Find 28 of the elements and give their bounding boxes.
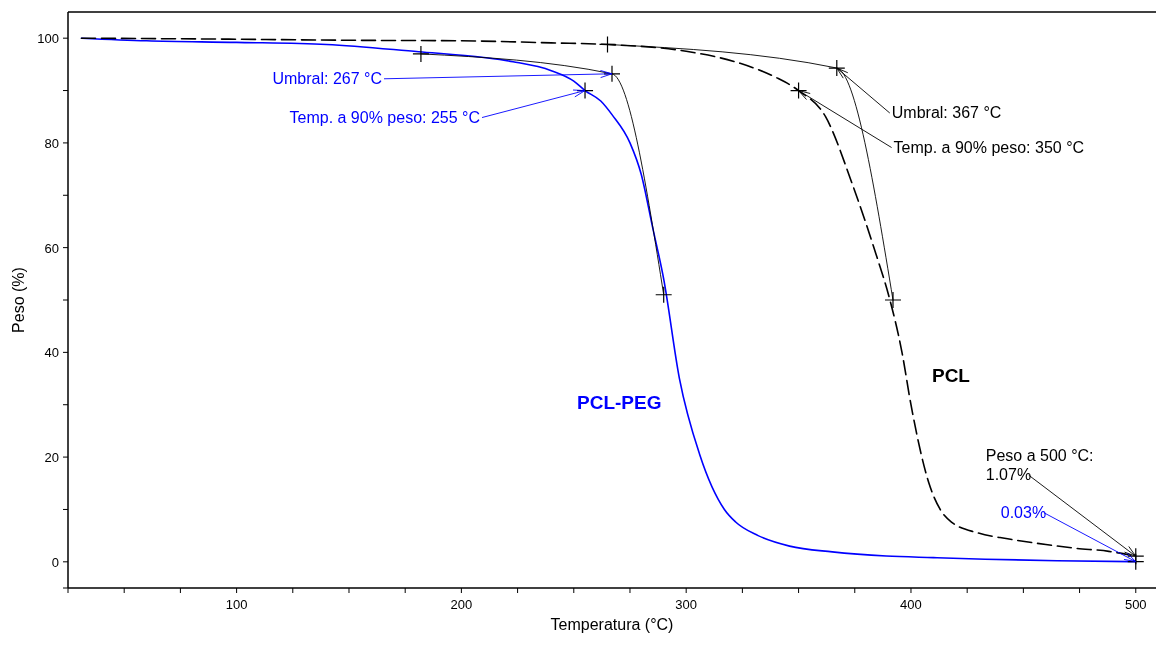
- annotation: Temp. a 90% peso: 350 °C: [893, 138, 1085, 156]
- x-tick-label: 500: [1124, 597, 1147, 612]
- point: [412, 45, 430, 63]
- point: [789, 81, 808, 100]
- x-tick-label: 100: [225, 597, 248, 612]
- y-tick-label: 20: [44, 450, 59, 466]
- point: [598, 35, 617, 54]
- x-tick-label: 400: [900, 597, 922, 612]
- annotation: Umbral: 367 °C: [891, 104, 1002, 122]
- y-tick-label: 40: [44, 345, 59, 361]
- point: [884, 291, 902, 309]
- annotation: 0.03%: [1000, 503, 1047, 521]
- point: [1127, 547, 1145, 565]
- y-tick-label: 60: [44, 240, 59, 256]
- series-label: PCL: [931, 365, 971, 387]
- annotation: Umbral: 267 °C: [272, 69, 382, 87]
- y-tick-label: 100: [37, 31, 59, 47]
- series-label: PCL-PEG: [576, 391, 662, 413]
- x-tick-label: 300: [675, 597, 698, 612]
- y-tick-label: 80: [44, 135, 59, 151]
- y-tick-label: 0: [51, 554, 59, 570]
- point: [828, 59, 846, 77]
- annotation: Peso a 500 °C: 1.07%: [985, 447, 1094, 484]
- x-axis-title: Temperatura (°C): [550, 616, 674, 633]
- annotation: Temp. a 90% peso: 255 °C: [289, 108, 481, 126]
- point: [655, 286, 673, 304]
- x-tick-label: 200: [450, 597, 473, 612]
- y-axis-title: Peso (%): [10, 267, 27, 333]
